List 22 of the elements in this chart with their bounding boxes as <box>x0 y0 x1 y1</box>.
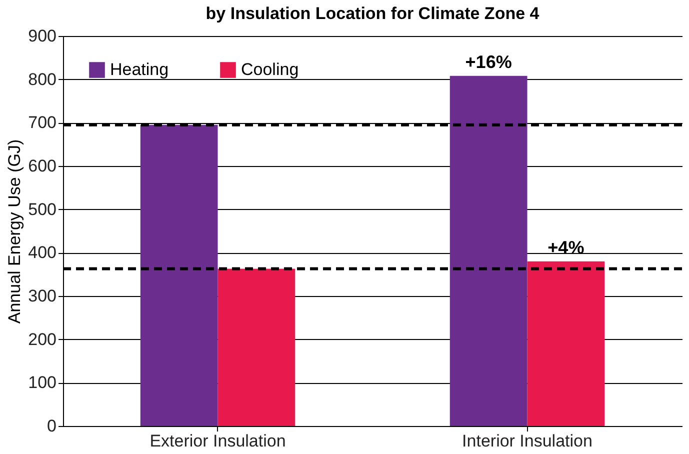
y-tick-label: 700 <box>28 113 56 132</box>
y-tick-label: 500 <box>28 200 56 219</box>
bar <box>218 268 296 426</box>
y-tick-label: 200 <box>28 330 56 349</box>
y-tick-label: 800 <box>28 70 56 89</box>
x-tick-label: Exterior Insulation <box>150 432 286 450</box>
bar <box>527 261 605 426</box>
x-tick-label: Interior Insulation <box>462 432 592 450</box>
legend-label: Heating <box>110 60 169 79</box>
annotation: +4% <box>548 237 584 258</box>
legend-label: Cooling <box>241 60 299 79</box>
chart-title: by Insulation Location for Climate Zone 4 <box>206 4 540 23</box>
y-tick-label: 100 <box>28 373 56 392</box>
y-tick-label: 900 <box>28 26 56 46</box>
y-tick-label: 600 <box>28 156 56 176</box>
annotation: +16% <box>465 52 512 72</box>
y-axis-title: Annual Energy Use (GJ) <box>5 139 24 324</box>
y-tick-label: 0 <box>47 416 56 436</box>
y-tick-label: 400 <box>28 243 56 262</box>
bar <box>450 76 528 426</box>
y-tick-label: 300 <box>28 286 56 306</box>
bar <box>140 124 218 426</box>
